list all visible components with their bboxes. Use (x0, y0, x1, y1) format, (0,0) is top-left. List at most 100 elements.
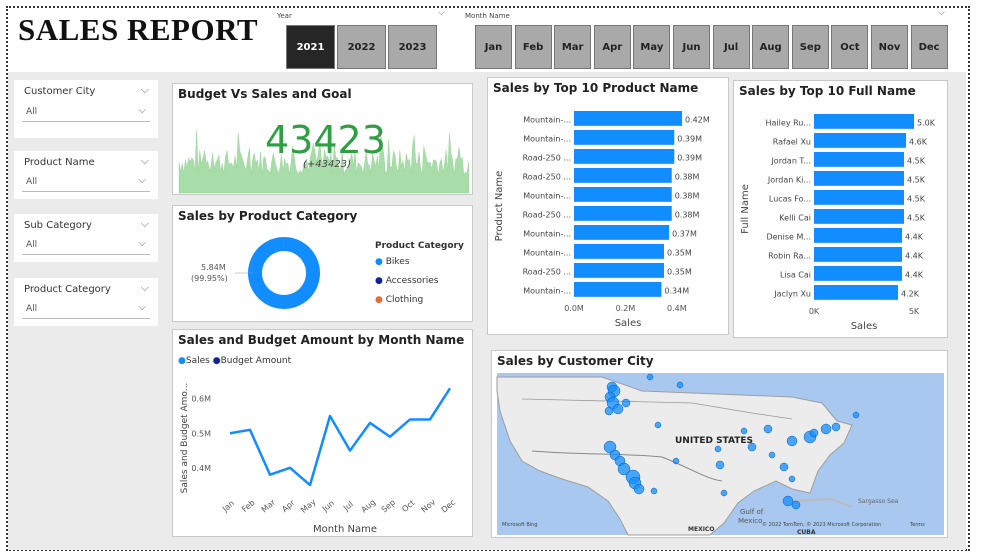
year-button-2023[interactable]: 2023 (388, 25, 437, 69)
series-line-sales (229, 387, 452, 487)
bar-category-label: Jordan T... (770, 156, 811, 165)
sales-budget-line-chart[interactable]: Sales and Budget Amount by Month Name ●S… (172, 329, 473, 537)
chart-title: Sales by Customer City (497, 354, 654, 368)
bar-category-label: Jordan Ki... (767, 175, 811, 184)
donut-slice-bikes (248, 237, 320, 309)
customer-city-dropdown[interactable]: All ⌵ (22, 104, 150, 122)
month-button-may[interactable]: May (633, 25, 671, 69)
product-name-dropdown[interactable]: All ⌵ (22, 174, 150, 192)
bar (814, 247, 902, 262)
kpi-delta: (+43423) (303, 159, 351, 170)
bar (814, 133, 906, 148)
city-bubble (654, 421, 662, 429)
bar-value-label: 4.5K (907, 156, 926, 165)
city-bubble (715, 460, 725, 470)
month-button-jun[interactable]: Jun (673, 25, 710, 69)
city-bubble (650, 487, 658, 495)
city-bubble (747, 442, 757, 452)
chevron-down-icon[interactable]: ⌵ (140, 83, 149, 96)
sales-dot-icon: ● (178, 356, 186, 366)
month-button-mar[interactable]: Mar (554, 25, 592, 69)
bar-value-label: 0.34M (664, 286, 689, 295)
legend-item-clothing[interactable]: ● Clothing (375, 295, 423, 305)
x-tick-label: 5K (909, 307, 920, 316)
map-terms-link: Terms (909, 522, 925, 528)
bar-category-label: Kelli Cai (779, 213, 811, 222)
dropdown-value: All (26, 107, 38, 117)
dropdown-value: All (26, 177, 38, 187)
bar-value-label: 4.5K (907, 175, 926, 184)
month-slicer-chevron-icon[interactable]: ⌵ (938, 8, 945, 18)
chevron-down-icon[interactable]: ⌵ (140, 281, 149, 294)
sub-category-dropdown[interactable]: All ⌵ (22, 237, 150, 255)
bar-value-label: 4.2K (901, 289, 920, 298)
city-bubble (763, 424, 773, 434)
product-category-chart[interactable]: Sales by Product Category 5.84M (99.95%)… (172, 205, 473, 322)
top10-product-chart[interactable]: Sales by Top 10 Product Name Mountain-..… (487, 77, 729, 335)
city-bubble (779, 462, 789, 472)
bar-category-label: Mountain-... (523, 115, 571, 124)
month-button-aug[interactable]: Aug (752, 25, 790, 69)
month-button-jan[interactable]: Jan (475, 25, 512, 69)
month-button-nov[interactable]: Nov (871, 25, 908, 69)
chevron-down-icon[interactable]: ⌵ (140, 154, 149, 167)
chevron-down-icon: ⌵ (138, 175, 146, 186)
chart-title: Sales by Product Category (178, 209, 358, 223)
product-category-dropdown[interactable]: All ⌵ (22, 301, 150, 319)
year-slicer-chevron-icon[interactable]: ⌵ (438, 8, 445, 18)
product-bar-plot: Mountain-... 0.42M Mountain-... 0.39M Road-2… (494, 111, 710, 329)
month-button-dec[interactable]: Dec (910, 25, 948, 69)
legend-budget[interactable]: Budget Amount (220, 356, 292, 366)
customer-city-map[interactable]: Sales by Customer City UNITED STATES MEX… (491, 350, 948, 538)
city-bubble (672, 457, 680, 465)
city-bubble (820, 423, 832, 435)
bar-value-label: 0.35M (667, 248, 692, 257)
x-tick-label: May (299, 497, 318, 515)
legend-item-accessories[interactable]: ● Accessories (375, 276, 438, 286)
line-legend: ●Sales ●Budget Amount (178, 356, 291, 366)
x-tick-label: Jun (320, 499, 336, 515)
chart-title: Sales by Top 10 Product Name (493, 81, 699, 95)
bar (574, 168, 672, 183)
y-tick-label: 0.4M (191, 464, 211, 473)
bar-value-label: 4.5K (907, 213, 926, 222)
bar-value-label: 0.42M (685, 115, 710, 124)
kpi-trend-area (178, 130, 470, 194)
chevron-down-icon: ⌵ (138, 238, 146, 249)
city-bubble (621, 398, 631, 408)
city-bubble (740, 427, 748, 435)
year-button-2022[interactable]: 2022 (337, 25, 386, 69)
x-tick-label: Aug (360, 498, 378, 515)
month-button-oct[interactable]: Oct (831, 25, 869, 69)
chevron-down-icon[interactable]: ⌵ (140, 217, 149, 230)
year-button-2021[interactable]: 2021 (286, 25, 335, 69)
bar (814, 228, 902, 243)
month-button-apr[interactable]: Apr (593, 25, 631, 69)
kpi-title: Budget Vs Sales and Goal (178, 87, 352, 101)
legend-item-bikes[interactable]: ● Bikes (375, 257, 410, 267)
bar (574, 282, 662, 297)
bar-category-label: Denise M... (766, 232, 811, 241)
dropdown-value: All (26, 240, 38, 250)
map-canvas[interactable]: UNITED STATES MEXICO CUBA Gulf of Mexico… (492, 351, 948, 538)
city-bubble (612, 403, 624, 415)
filter-label: Customer City (24, 86, 96, 97)
kpi-card[interactable]: Budget Vs Sales and Goal 43423 ✓ (+43423… (172, 83, 473, 195)
month-button-sep[interactable]: Sep (791, 25, 829, 69)
x-axis-label: Sales (615, 318, 642, 329)
city-bubble (603, 440, 617, 454)
month-button-feb[interactable]: Feb (514, 25, 552, 69)
bar-value-label: 4.4K (905, 251, 924, 260)
report-frame (6, 6, 970, 551)
x-axis-label: Month Name (313, 524, 377, 535)
legend-sales[interactable]: Sales (185, 356, 210, 366)
bar-value-label: 4.6K (909, 137, 928, 146)
city-bubble (831, 422, 841, 432)
month-button-jul[interactable]: Jul (712, 25, 750, 69)
budget-dot-icon: ● (212, 356, 221, 366)
kpi-value: 43423 (265, 118, 386, 162)
x-tick-label: Nov (420, 497, 438, 514)
top10-fullname-chart[interactable]: Sales by Top 10 Full Name Hailey Ru... 5.… (733, 80, 948, 338)
chart-title: Sales and Budget Amount by Month Name (178, 333, 465, 347)
x-tick-label: Mar (260, 497, 278, 514)
